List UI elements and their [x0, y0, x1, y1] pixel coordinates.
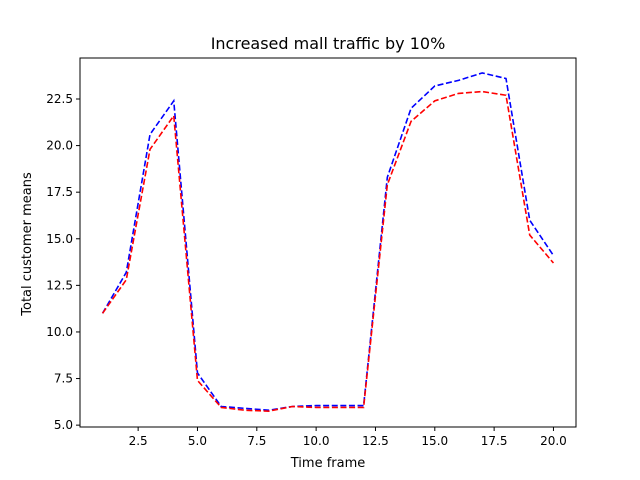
x-tick-label: 12.5: [362, 434, 389, 448]
x-axis-label: Time frame: [290, 456, 366, 471]
y-tick-label: 15.0: [46, 232, 73, 246]
y-tick-label: 10.0: [46, 325, 73, 339]
y-tick-label: 17.5: [46, 185, 73, 199]
series-line-2: [101, 90, 555, 412]
y-tick-label: 7.5: [54, 372, 73, 386]
x-tick-label: 10.0: [303, 434, 330, 448]
x-tick-label: 17.5: [481, 434, 508, 448]
y-tick-label: 22.5: [46, 92, 73, 106]
x-tick-label: 7.5: [247, 434, 266, 448]
chart-title: Increased mall traffic by 10%: [211, 34, 446, 53]
y-tick-label: 12.5: [46, 278, 73, 292]
plot-frame: [79, 57, 577, 428]
x-tick-label: 20.0: [540, 434, 567, 448]
x-tick-label: 5.0: [188, 434, 207, 448]
plot-area: 2.5 5.0 7.5 10.0 12.5 15.0 17.5 20.0 5.0 7.5 10.0 1…: [46, 57, 577, 448]
y-tick-label: 5.0: [54, 418, 73, 432]
y-axis-label: Total customer means: [20, 172, 35, 317]
x-tick-label: 15.0: [421, 434, 448, 448]
y-tick-label: 20.0: [46, 139, 73, 153]
x-tick-label: 2.5: [129, 434, 148, 448]
series-line-1: [101, 72, 555, 412]
